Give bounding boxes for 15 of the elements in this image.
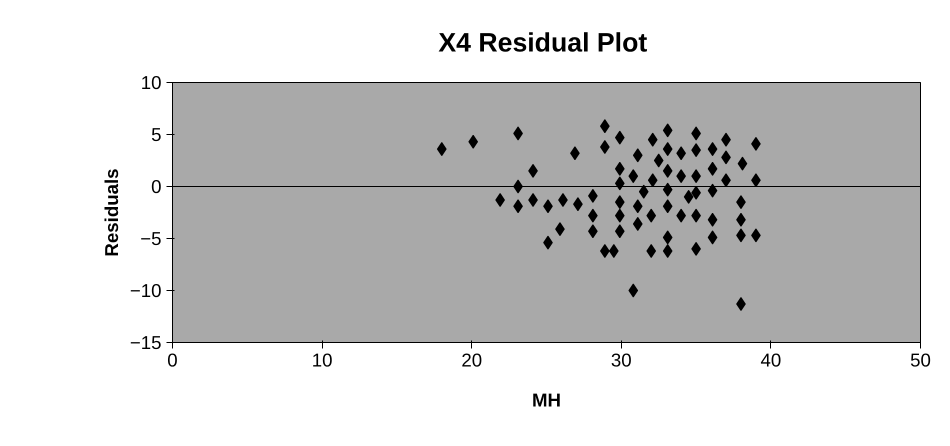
y-tick-label: 0 xyxy=(151,176,162,197)
y-tick-label: 10 xyxy=(140,72,162,93)
x-tick-label: 50 xyxy=(910,350,931,370)
x-tick-label: 30 xyxy=(610,350,632,370)
y-tick-label: −10 xyxy=(130,280,162,301)
x-axis-title: MH xyxy=(532,390,562,410)
y-tick-label: 5 xyxy=(151,124,162,145)
y-tick-label: −5 xyxy=(140,228,162,249)
x-tick-label: 10 xyxy=(312,350,332,370)
x-tick-label: 0 xyxy=(167,350,178,370)
x-tick-label: 40 xyxy=(760,350,782,370)
x-tick-label: 20 xyxy=(461,350,482,370)
y-axis-title: Residuals xyxy=(100,168,122,257)
chart-title: X4 Residual Plot xyxy=(438,28,648,58)
y-tick-label: −15 xyxy=(130,332,162,353)
